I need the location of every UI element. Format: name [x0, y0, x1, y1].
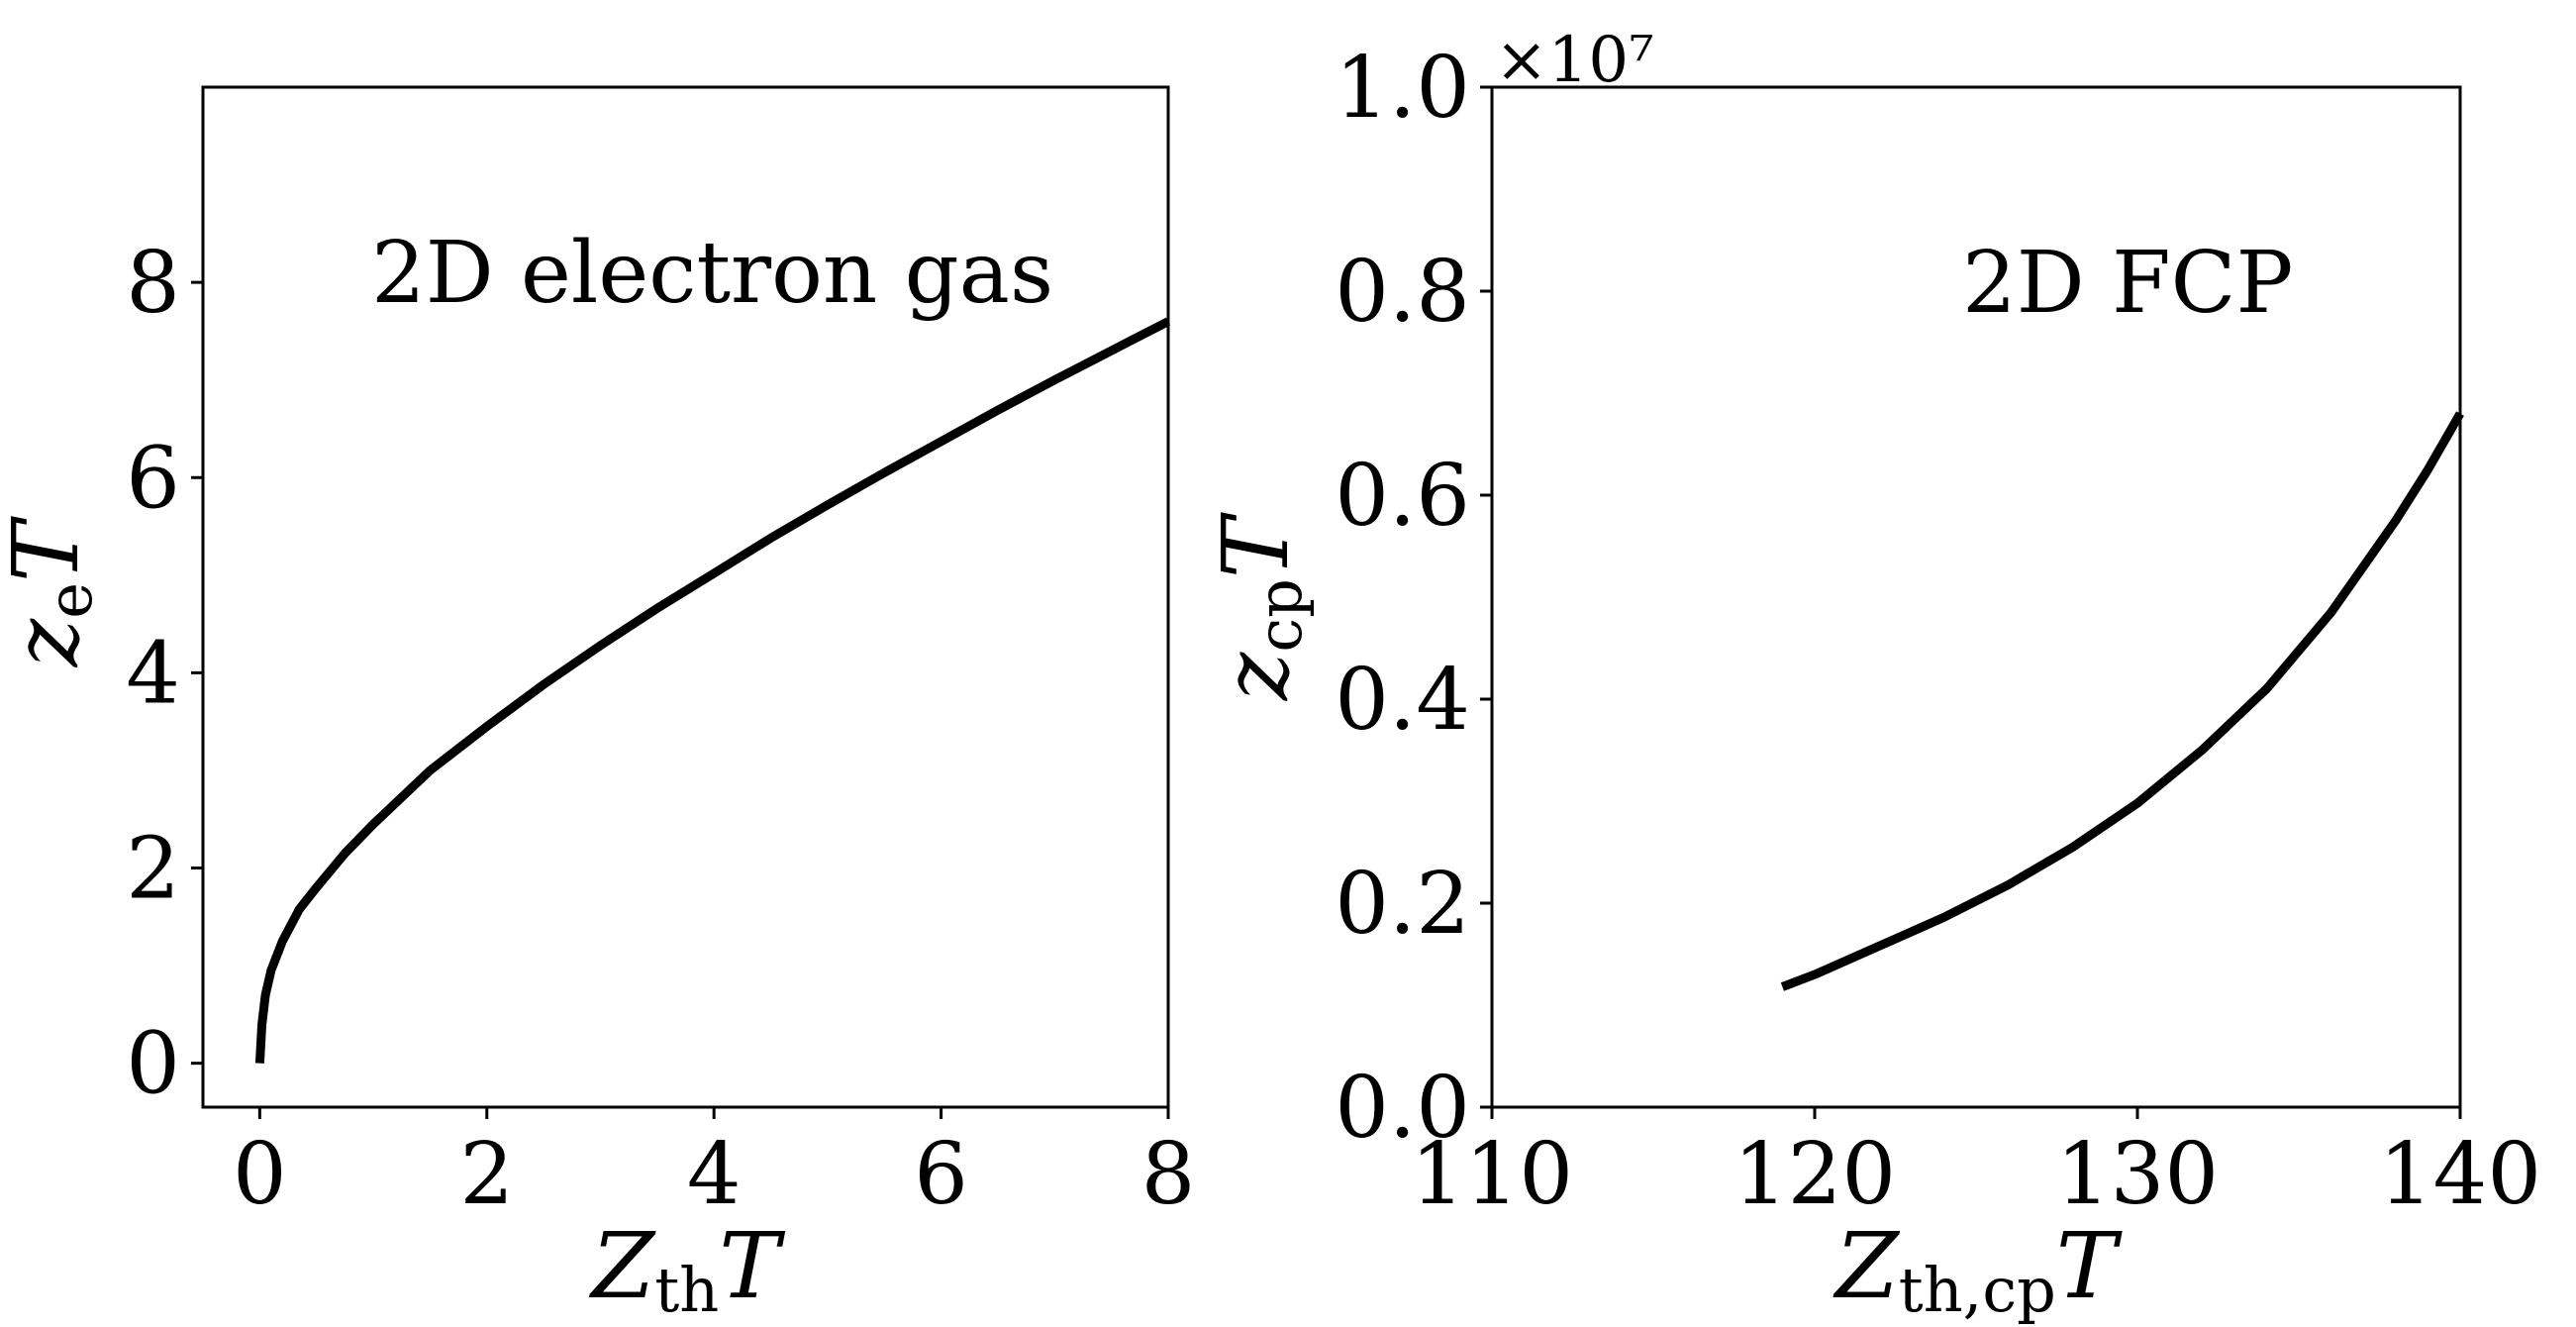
x-axis-label-subscript: th [654, 1254, 719, 1326]
y-axis-label-suffix: T [0, 516, 99, 582]
y-tick-label: 1.0 [1335, 39, 1470, 138]
x-axis-label-subscript: th,cp [1899, 1254, 2056, 1326]
x-tick-label: 110 [1411, 1125, 1573, 1224]
y-tick-label: 0 [126, 1015, 180, 1114]
x-tick-label: 140 [2379, 1125, 2541, 1224]
x-axis-label-symbol: Z [1833, 1213, 1901, 1319]
panel-annotation: 2D electron gas [371, 224, 1053, 323]
x-axis-label: Zth,cpT [1833, 1213, 2123, 1326]
panel-annotation: 2D FCP [1962, 234, 2293, 333]
series-line-0 [1780, 411, 2464, 991]
plot-frame [201, 85, 1170, 1109]
y-tick-label: 0.4 [1335, 651, 1470, 750]
y-tick-label: 2 [126, 820, 180, 919]
x-tick-label: 120 [1734, 1125, 1896, 1224]
y-tick-label: 0.0 [1335, 1059, 1470, 1158]
y-tick-label: 8 [126, 234, 180, 333]
series-line-0 [254, 317, 1171, 1064]
x-axis-label-symbol: Z [588, 1213, 656, 1319]
x-axis-label: ZthT [588, 1213, 785, 1326]
y-axis-label: zeT [0, 516, 106, 667]
y-axis-label-suffix: T [1203, 512, 1309, 578]
plot-frame [1490, 85, 2462, 1109]
y-tick-label: 0.2 [1335, 855, 1470, 954]
y-tick-label: 4 [126, 624, 180, 723]
x-tick-label: 4 [687, 1125, 742, 1224]
y-axis-label-subscript: cp [1243, 578, 1316, 652]
x-tick-label: 6 [914, 1125, 968, 1224]
y-axis-label: zcpT [1203, 512, 1316, 701]
panel-fcp: 110 120 130 140 0.0 0.2 0.4 0.6 0.8 1.0 ×10⁷ 2D FCP… [1203, 24, 2541, 1326]
x-axis-label-suffix: T [719, 1213, 785, 1319]
x-tick-label: 130 [2056, 1125, 2219, 1224]
y-axis-label-subscript: e [34, 582, 106, 619]
y-axis-label-symbol: z [1203, 652, 1309, 701]
y-tick-label: 6 [126, 429, 180, 528]
y-tick-label: 0.6 [1335, 447, 1470, 546]
y-offset-label: ×10⁷ [1495, 24, 1654, 97]
x-tick-label: 8 [1141, 1125, 1196, 1224]
x-tick-label: 2 [459, 1125, 514, 1224]
x-axis-label-suffix: T [2056, 1213, 2123, 1319]
y-axis-label-symbol: z [0, 618, 99, 667]
x-tick-label: 0 [233, 1125, 287, 1224]
y-tick-label: 0.8 [1335, 243, 1470, 342]
